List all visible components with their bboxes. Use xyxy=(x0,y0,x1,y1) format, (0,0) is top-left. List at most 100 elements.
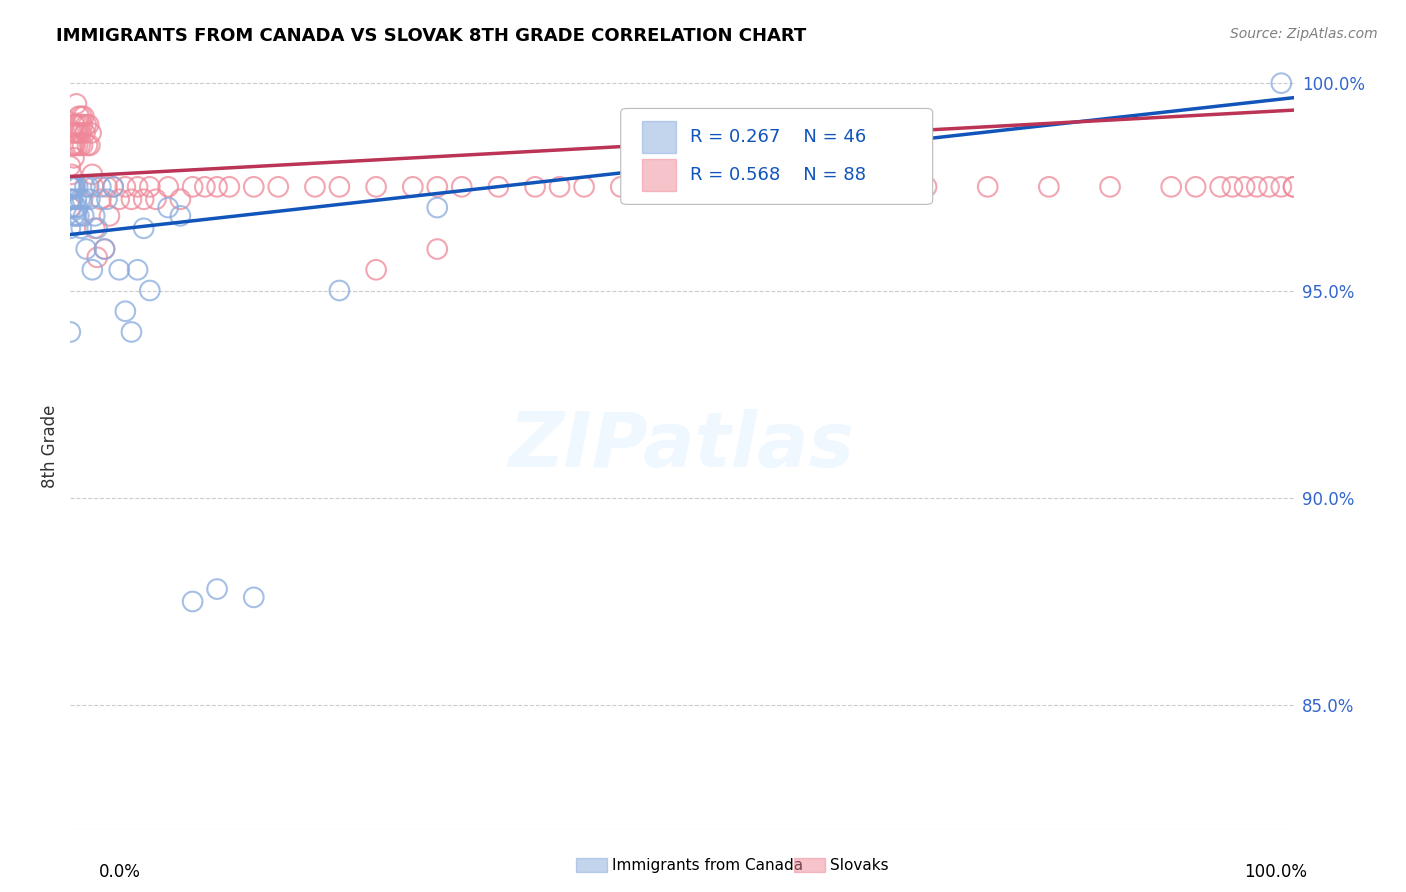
Point xyxy=(976,179,998,194)
Point xyxy=(1099,179,1122,194)
Point xyxy=(67,109,90,123)
Point xyxy=(86,250,108,264)
Point xyxy=(139,179,162,194)
Point xyxy=(1038,179,1060,194)
Point xyxy=(93,242,115,256)
Point xyxy=(328,179,350,194)
Point xyxy=(70,109,93,123)
Point xyxy=(98,209,121,223)
Point xyxy=(63,138,86,153)
Point xyxy=(63,179,86,194)
Point xyxy=(77,118,100,132)
Point xyxy=(328,284,350,298)
Point xyxy=(127,262,149,277)
Point xyxy=(63,138,86,153)
Text: R = 0.267    N = 46: R = 0.267 N = 46 xyxy=(690,128,866,146)
Point xyxy=(1184,179,1206,194)
Point xyxy=(108,192,131,206)
Point xyxy=(70,126,93,140)
Point xyxy=(73,179,96,194)
Point xyxy=(304,179,326,194)
Point xyxy=(59,192,82,206)
FancyBboxPatch shape xyxy=(641,120,676,153)
Point xyxy=(79,138,101,153)
Point xyxy=(66,201,89,215)
Point xyxy=(1209,179,1232,194)
Point xyxy=(96,179,118,194)
Point xyxy=(86,221,108,235)
Point xyxy=(72,138,94,153)
Point xyxy=(66,118,89,132)
Point xyxy=(73,126,96,140)
Point xyxy=(1220,179,1243,194)
Point xyxy=(101,179,124,194)
Point xyxy=(69,138,91,153)
Point xyxy=(1282,179,1305,194)
Point xyxy=(75,242,97,256)
Text: ZIPatlas: ZIPatlas xyxy=(509,409,855,483)
Point xyxy=(63,151,86,165)
Point xyxy=(157,179,180,194)
Point xyxy=(69,192,91,206)
Point xyxy=(366,262,388,277)
Point xyxy=(426,201,449,215)
Point xyxy=(96,192,118,206)
Point xyxy=(67,209,90,223)
Point xyxy=(90,192,112,206)
Point xyxy=(132,221,155,235)
Point xyxy=(72,192,94,206)
Point xyxy=(218,179,240,194)
Point xyxy=(855,179,877,194)
Point xyxy=(59,192,82,206)
Point xyxy=(80,126,103,140)
Point xyxy=(76,138,98,153)
Point xyxy=(63,201,86,215)
Point xyxy=(63,209,86,223)
Text: R = 0.568    N = 88: R = 0.568 N = 88 xyxy=(690,166,866,185)
Point xyxy=(83,221,105,235)
Point xyxy=(65,96,87,111)
Point xyxy=(82,262,104,277)
Point xyxy=(69,118,91,132)
Point xyxy=(181,179,204,194)
Point xyxy=(62,192,84,206)
Point xyxy=(450,179,472,194)
Point xyxy=(243,591,266,605)
Point xyxy=(66,138,89,153)
Text: Slovaks: Slovaks xyxy=(830,858,889,872)
Point xyxy=(181,594,204,608)
Text: 100.0%: 100.0% xyxy=(1244,863,1308,881)
Point xyxy=(366,179,388,194)
Point xyxy=(60,201,83,215)
Point xyxy=(1233,179,1256,194)
Point xyxy=(60,168,83,182)
Point xyxy=(72,118,94,132)
Point xyxy=(647,179,669,194)
Point xyxy=(82,168,104,182)
Point xyxy=(169,209,191,223)
Point xyxy=(205,582,228,596)
Point xyxy=(121,192,143,206)
Point xyxy=(77,179,100,194)
Point xyxy=(59,201,82,215)
Point xyxy=(194,179,217,194)
Point xyxy=(145,192,167,206)
Point xyxy=(62,179,84,194)
Point xyxy=(548,179,571,194)
Point xyxy=(67,126,90,140)
Point xyxy=(671,179,693,194)
Point xyxy=(114,304,136,318)
Point xyxy=(1246,179,1268,194)
Point xyxy=(1258,179,1281,194)
Point xyxy=(63,118,86,132)
Point xyxy=(59,325,82,339)
Point xyxy=(83,209,105,223)
Point xyxy=(1160,179,1182,194)
Point xyxy=(915,179,938,194)
Point xyxy=(90,179,112,194)
FancyBboxPatch shape xyxy=(621,109,932,204)
Point xyxy=(65,126,87,140)
Point xyxy=(66,179,89,194)
Point xyxy=(157,201,180,215)
Point xyxy=(114,179,136,194)
